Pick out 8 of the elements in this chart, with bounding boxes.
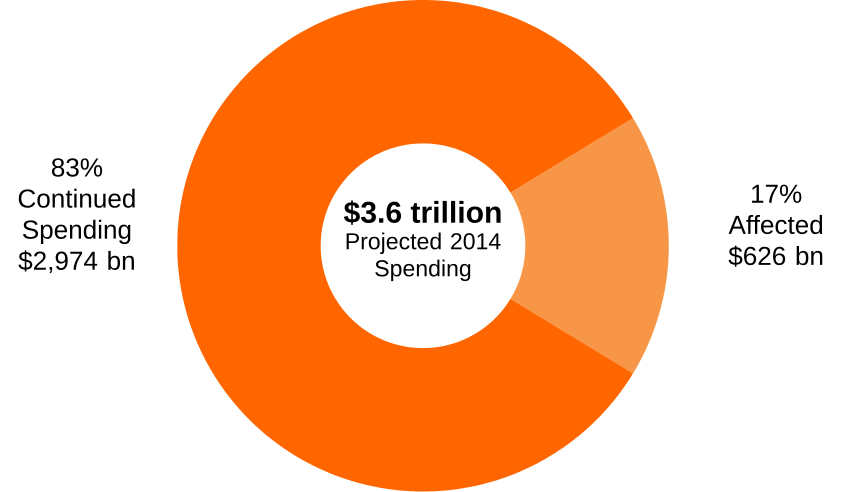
data-label: $626 bn [728,246,822,267]
slice-label: Continued Spending [18,188,135,244]
text: $3.6 trillion [344,200,501,226]
data-label: $2,974 bn [18,250,134,274]
slice-label: Affected [728,215,822,234]
text: 83% [52,158,102,177]
text: Projected 2014 Spending [346,232,501,282]
text: 17% [752,184,802,204]
